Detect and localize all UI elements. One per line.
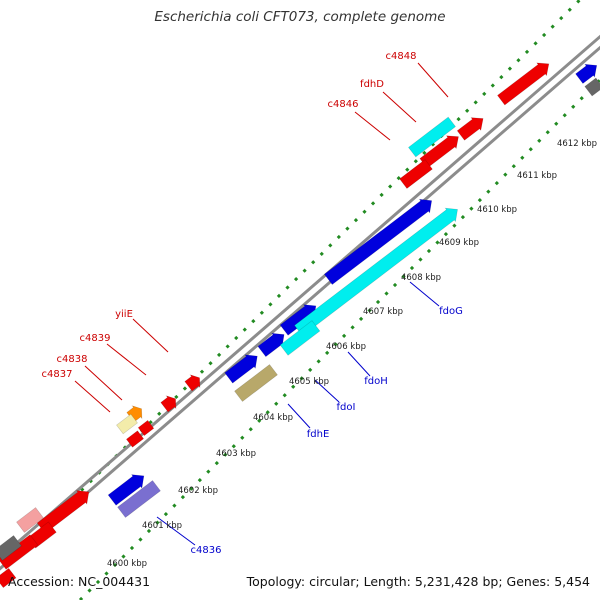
gene-label-fdhE: fdhE — [307, 429, 330, 440]
gene-fdoG — [294, 207, 458, 337]
accession-text: Accession: NC_004431 — [8, 574, 151, 589]
gene-c4848 — [497, 62, 550, 106]
gene-label-c4846: c4846 — [328, 99, 359, 110]
gene-red-tiny-1 — [137, 419, 155, 437]
leader-c4838 — [84, 365, 123, 401]
gene-fdhD — [456, 117, 484, 141]
gene-fdhE — [107, 474, 145, 506]
gene-label-fdoH: fdoH — [364, 376, 388, 387]
leader-c4848 — [417, 62, 449, 98]
gene-pink-bottom — [16, 507, 44, 533]
scale-tick-8: 4607 kbp — [363, 307, 403, 317]
gene-c4839 — [160, 395, 177, 413]
gene-top-right-gray — [584, 77, 600, 97]
map-title: Escherichia coli CFT073, complete genome — [154, 9, 446, 25]
gene-fdoI — [234, 364, 278, 402]
gene-c4837 — [116, 413, 138, 435]
leader-c4839 — [106, 343, 147, 376]
scale-tick-12: 4611 kbp — [517, 171, 557, 181]
label-leader-lines — [74, 62, 449, 546]
gene-blue-long-1 — [323, 198, 433, 285]
leader-fdoI — [314, 379, 340, 403]
leader-c4846 — [354, 111, 391, 141]
gene-label-c4848: c4848 — [386, 51, 417, 62]
gene-gray-bottom — [0, 535, 22, 561]
gene-label-fdoI: fdoI — [337, 402, 356, 413]
genome-summary: Topology: circular; Length: 5,231,428 bp… — [246, 574, 590, 589]
gene-fdoH — [279, 320, 321, 356]
gene-label-yiiE: yiiE — [115, 309, 133, 320]
gene-red-bottom-3 — [0, 534, 39, 570]
scale-tick-9: 4608 kbp — [401, 273, 441, 283]
gene-label-fdoG: fdoG — [439, 306, 463, 317]
genome-backbone — [0, 34, 600, 571]
scale-tick-7: 4606 kbp — [326, 342, 366, 352]
gene-red-tiny-2 — [125, 430, 145, 448]
scale-tick-2: 4601 kbp — [142, 521, 182, 531]
scale-tick-4: 4603 kbp — [216, 449, 256, 459]
scale-ticks: 4600 kbp 4601 kbp 4602 kbp 4603 kbp 4604 kbp… — [107, 139, 597, 569]
leader-c4836 — [156, 516, 196, 546]
gene-c4846-cyan — [408, 116, 456, 158]
leader-fdhD — [382, 91, 417, 123]
backbone-line-outer — [0, 34, 600, 560]
leader-c4837 — [74, 380, 111, 413]
gene-label-c4838: c4838 — [57, 354, 88, 365]
gene-top-right-blue-1 — [575, 63, 598, 84]
scale-tick-13: 4612 kbp — [557, 139, 597, 149]
gene-label-c4836: c4836 — [191, 545, 222, 556]
scale-tick-5: 4604 kbp — [253, 413, 293, 423]
gene-c4836 — [117, 480, 161, 518]
gene-yiiE — [184, 374, 201, 392]
scale-tick-6: 4605 kbp — [289, 377, 329, 387]
gene-red-bottom-4 — [0, 567, 17, 589]
gene-blue-3 — [257, 332, 285, 358]
scale-tick-3: 4602 kbp — [178, 486, 218, 496]
gene-label-fdhD: fdhD — [360, 79, 384, 90]
leader-fdoH — [347, 351, 371, 377]
scale-tick-1: 4600 kbp — [107, 559, 147, 569]
leader-yiiE — [132, 318, 169, 353]
gene-label-c4839: c4839 — [80, 333, 111, 344]
leader-fdhE — [287, 403, 311, 429]
gene-red-mid — [419, 135, 459, 169]
gene-features — [0, 62, 600, 589]
dotted-track-2 — [78, 78, 600, 600]
leader-fdoG — [409, 281, 440, 307]
gene-blue-4 — [224, 354, 258, 384]
gene-label-c4837: c4837 — [42, 369, 73, 380]
scale-tick-11: 4610 kbp — [477, 205, 517, 215]
scale-tick-10: 4609 kbp — [439, 238, 479, 248]
gene-red-small — [399, 159, 433, 189]
